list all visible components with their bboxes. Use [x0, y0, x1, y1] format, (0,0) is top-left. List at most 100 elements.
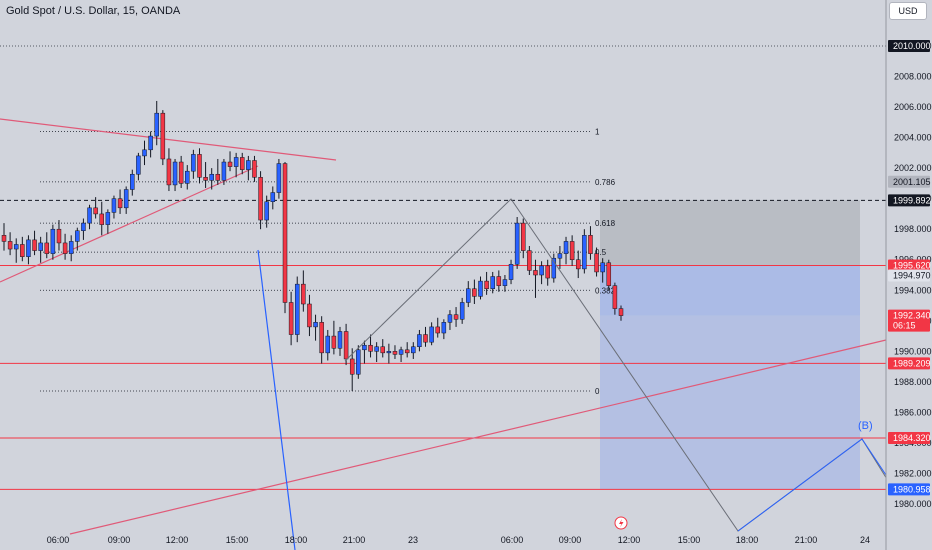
candle-body: [484, 280, 489, 289]
candle-body: [307, 303, 312, 328]
candle-body: [356, 349, 361, 375]
price-tag-label: 1995.620: [893, 261, 931, 271]
candle: [447, 310, 453, 330]
fib-level-label: 0.618: [595, 219, 616, 228]
candle: [123, 186, 129, 214]
candle-body: [502, 279, 508, 286]
candle: [398, 346, 404, 363]
candle-body: [349, 358, 355, 375]
price-tag-label: 2010.000: [893, 41, 931, 51]
candle: [191, 149, 196, 179]
candle-body: [612, 285, 618, 309]
candle-body: [514, 222, 520, 265]
candle: [221, 158, 227, 185]
time-tick-label: 15:00: [226, 535, 249, 545]
candle-body: [62, 242, 68, 254]
time-tick-label: 23: [408, 535, 418, 545]
candle-body: [20, 244, 25, 257]
lightning-icon[interactable]: [614, 516, 628, 530]
rising-trendline-early: [0, 165, 259, 283]
candle-body: [496, 276, 502, 286]
candle-body: [453, 314, 459, 320]
price-tick-label: 1990.000: [894, 346, 932, 356]
candle: [282, 162, 288, 314]
candle: [508, 259, 514, 285]
candle: [484, 271, 489, 295]
candle: [325, 329, 331, 361]
candle: [13, 238, 19, 263]
price-tick-label: 2004.000: [894, 133, 932, 143]
candle: [466, 281, 471, 308]
candle-body: [75, 230, 80, 242]
candle: [154, 100, 159, 146]
candle: [172, 158, 178, 192]
candle-body: [337, 331, 343, 349]
candle-body: [447, 314, 453, 323]
time-tick-label: 12:00: [166, 535, 189, 545]
candle: [130, 169, 135, 196]
currency-button[interactable]: USD: [889, 2, 927, 20]
candle-body: [111, 198, 117, 213]
candle-body: [466, 288, 471, 303]
candle-body: [618, 308, 624, 316]
price-tick-label: 1986.000: [894, 407, 932, 417]
candle: [600, 258, 605, 283]
candle-body: [81, 222, 86, 231]
candle-body: [172, 161, 178, 186]
candle: [185, 165, 190, 190]
stop-loss-zone: [600, 200, 860, 266]
candle: [472, 279, 477, 305]
candle: [93, 197, 98, 219]
candle: [81, 218, 86, 240]
candle: [435, 317, 440, 338]
candle-body: [472, 288, 477, 297]
candle-body: [368, 344, 373, 352]
candle-body: [123, 189, 129, 209]
candle-body: [264, 201, 269, 221]
candle-body: [258, 177, 263, 221]
candle: [588, 226, 593, 260]
candle: [215, 158, 221, 185]
candle-body: [563, 241, 569, 254]
fibonacci-retracement: 1 0.786 0.618 0.5 0.382 0: [40, 127, 616, 396]
candle: [258, 171, 263, 230]
candle-body: [26, 239, 31, 257]
candle-body: [105, 212, 111, 225]
price-tick-label: 1998.000: [894, 224, 932, 234]
candle-body: [68, 241, 74, 254]
candle-body: [343, 331, 349, 360]
candle-body: [154, 112, 159, 137]
candle-body: [142, 149, 147, 157]
candle: [75, 227, 80, 251]
candle: [392, 345, 398, 359]
candle: [459, 297, 465, 324]
candle-body: [32, 239, 37, 251]
candle: [160, 110, 166, 166]
candle-body: [294, 283, 300, 335]
candle-body: [325, 335, 331, 354]
price-tick-label: 1980.000: [894, 499, 932, 509]
candle: [490, 271, 495, 294]
candle: [539, 261, 544, 285]
countdown-label: 06:15: [893, 321, 916, 331]
price-tag-label: 1999.892: [893, 195, 931, 205]
candle: [32, 230, 37, 256]
price-tag: [888, 175, 930, 188]
take-profit-zone: [600, 315, 860, 490]
candle: [380, 339, 386, 358]
candle: [521, 218, 526, 259]
candle: [527, 245, 532, 275]
candle-body: [411, 346, 416, 354]
time-tick-label: 06:00: [501, 535, 524, 545]
candle: [453, 307, 459, 327]
candle: [111, 195, 117, 219]
price-tick-label: 2006.000: [894, 102, 932, 112]
candle: [551, 253, 557, 283]
wave-drawing: (B): [257, 198, 901, 550]
candle: [203, 162, 208, 188]
candle: [56, 220, 62, 251]
candle: [142, 140, 147, 166]
candle: [594, 247, 599, 277]
